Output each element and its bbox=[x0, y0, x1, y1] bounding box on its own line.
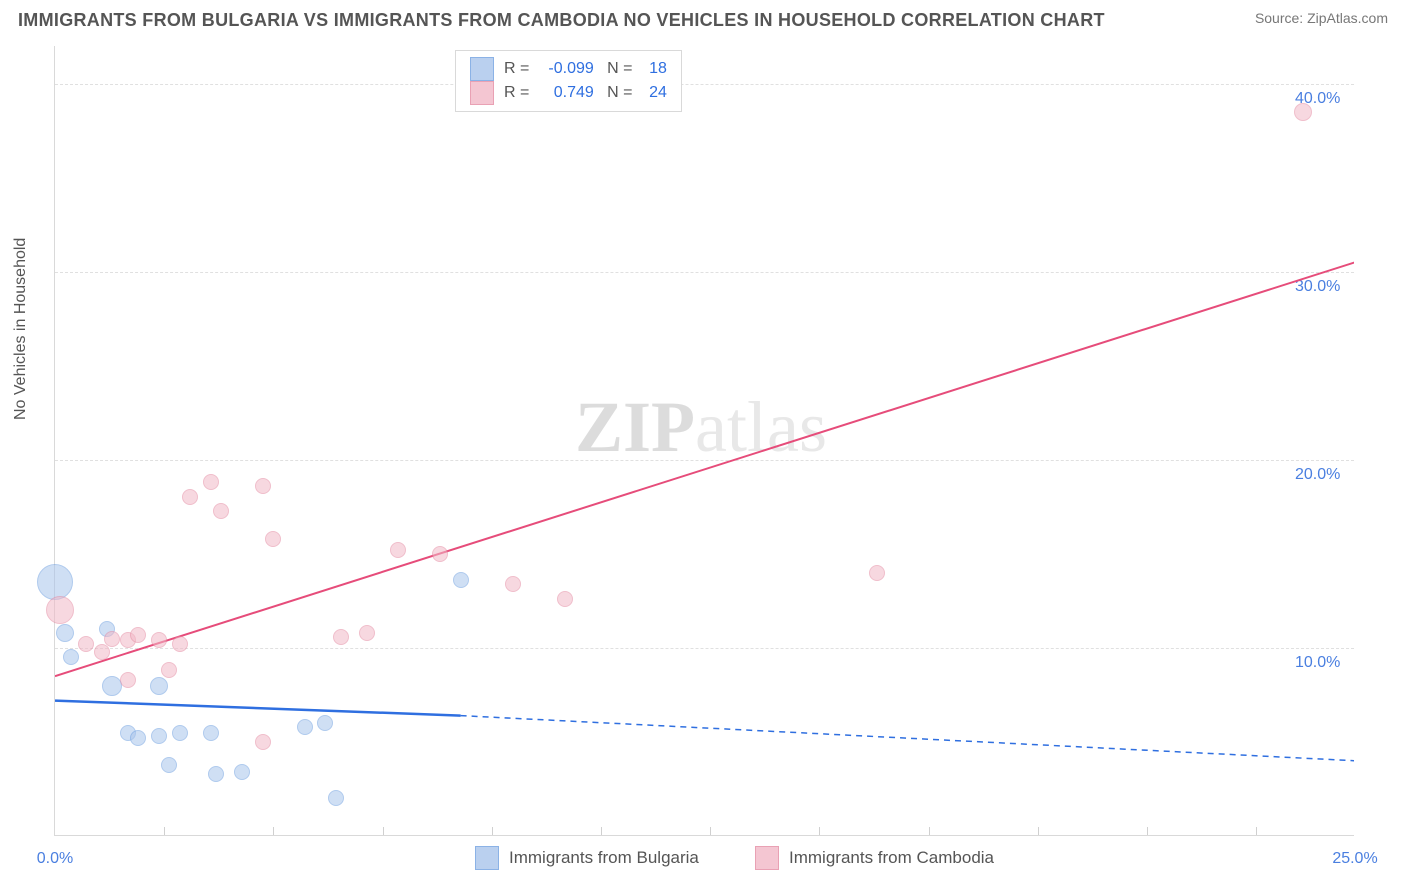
data-point bbox=[172, 636, 188, 652]
data-point bbox=[557, 591, 573, 607]
data-point bbox=[505, 576, 521, 592]
x-tick-minor bbox=[710, 827, 711, 835]
series-legend: Immigrants from Bulgaria bbox=[475, 846, 699, 870]
y-axis-title: No Vehicles in Household bbox=[12, 238, 30, 420]
data-point bbox=[151, 728, 167, 744]
y-tick-label: 20.0% bbox=[1295, 466, 1355, 484]
series-name: Immigrants from Cambodia bbox=[789, 848, 994, 868]
legend-swatch bbox=[755, 846, 779, 870]
data-point bbox=[255, 478, 271, 494]
data-point bbox=[63, 649, 79, 665]
data-point bbox=[182, 489, 198, 505]
legend-swatch bbox=[470, 81, 494, 105]
source-label: Source: ZipAtlas.com bbox=[1255, 10, 1388, 26]
data-point bbox=[265, 531, 281, 547]
stats-text: R = -0.099 N = 18 bbox=[504, 60, 667, 78]
x-tick-minor bbox=[929, 827, 930, 835]
data-point bbox=[297, 719, 313, 735]
data-point bbox=[432, 546, 448, 562]
data-point bbox=[37, 564, 73, 600]
data-point bbox=[359, 625, 375, 641]
data-point bbox=[104, 631, 120, 647]
chart-plot: 10.0%20.0%30.0%40.0%0.0%25.0%ZIPatlasR =… bbox=[54, 46, 1354, 836]
data-point bbox=[203, 474, 219, 490]
gridline-h bbox=[55, 272, 1354, 273]
data-point bbox=[208, 766, 224, 782]
data-point bbox=[333, 629, 349, 645]
x-tick-minor bbox=[1256, 827, 1257, 835]
gridline-h bbox=[55, 648, 1354, 649]
x-tick-minor bbox=[492, 827, 493, 835]
data-point bbox=[203, 725, 219, 741]
stats-legend-row: R = 0.749 N = 24 bbox=[470, 81, 667, 105]
series-legend: Immigrants from Cambodia bbox=[755, 846, 994, 870]
x-tick-label: 0.0% bbox=[37, 850, 73, 868]
gridline-h bbox=[55, 460, 1354, 461]
chart-title: IMMIGRANTS FROM BULGARIA VS IMMIGRANTS F… bbox=[18, 10, 1105, 31]
legend-swatch bbox=[475, 846, 499, 870]
x-tick-minor bbox=[383, 827, 384, 835]
data-point bbox=[56, 624, 74, 642]
stats-legend: R = -0.099 N = 18 R = 0.749 N = 24 bbox=[455, 50, 682, 112]
data-point bbox=[161, 757, 177, 773]
x-tick-minor bbox=[1038, 827, 1039, 835]
data-point bbox=[390, 542, 406, 558]
x-tick-label: 25.0% bbox=[1332, 850, 1377, 868]
gridline-h bbox=[55, 84, 1354, 85]
data-point bbox=[1294, 103, 1312, 121]
x-tick-minor bbox=[164, 827, 165, 835]
data-point bbox=[453, 572, 469, 588]
x-tick-minor bbox=[1147, 827, 1148, 835]
series-name: Immigrants from Bulgaria bbox=[509, 848, 699, 868]
data-point bbox=[234, 764, 250, 780]
data-point bbox=[255, 734, 271, 750]
watermark: ZIPatlas bbox=[575, 386, 827, 469]
data-point bbox=[161, 662, 177, 678]
data-point bbox=[213, 503, 229, 519]
data-point bbox=[172, 725, 188, 741]
x-tick-minor bbox=[601, 827, 602, 835]
regression-lines bbox=[55, 46, 1354, 835]
stats-text: R = 0.749 N = 24 bbox=[504, 84, 667, 102]
y-tick-label: 30.0% bbox=[1295, 278, 1355, 296]
x-tick-minor bbox=[819, 827, 820, 835]
data-point bbox=[317, 715, 333, 731]
data-point bbox=[151, 632, 167, 648]
y-tick-label: 10.0% bbox=[1295, 654, 1355, 672]
data-point bbox=[120, 672, 136, 688]
data-point bbox=[78, 636, 94, 652]
data-point bbox=[94, 644, 110, 660]
x-tick-minor bbox=[273, 827, 274, 835]
stats-legend-row: R = -0.099 N = 18 bbox=[470, 57, 667, 81]
legend-swatch bbox=[470, 57, 494, 81]
data-point bbox=[130, 627, 146, 643]
data-point bbox=[328, 790, 344, 806]
data-point bbox=[46, 596, 74, 624]
data-point bbox=[150, 677, 168, 695]
data-point bbox=[869, 565, 885, 581]
data-point bbox=[130, 730, 146, 746]
